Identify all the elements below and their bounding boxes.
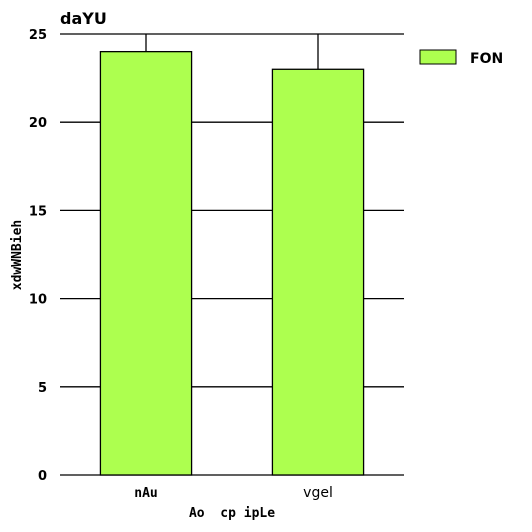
bars (99, 34, 365, 476)
bar (271, 68, 365, 476)
x-tick-labels: nAu vgel (134, 485, 333, 501)
legend-swatch-fon (419, 49, 457, 65)
legend-label-fon: FON (470, 51, 503, 67)
x-axis-label: Ao cp ipLe (189, 506, 275, 521)
y-tick-label: 10 (29, 293, 47, 308)
x-tick-label: vgel (303, 485, 333, 501)
y-tick-label: 15 (29, 204, 47, 219)
y-tick-label: 20 (29, 116, 47, 131)
y-axis-label: xdwWNBieh (10, 220, 25, 290)
x-tick-label: nAu (134, 486, 157, 501)
chart-title: daYU (60, 9, 107, 28)
bar (99, 50, 193, 476)
y-tick-label: 25 (29, 28, 47, 43)
y-tick-label: 5 (38, 381, 47, 396)
legend: FON (419, 49, 503, 67)
y-tick-labels: 0 5 10 15 20 25 (29, 28, 47, 484)
y-tick-label: 0 (38, 469, 47, 484)
